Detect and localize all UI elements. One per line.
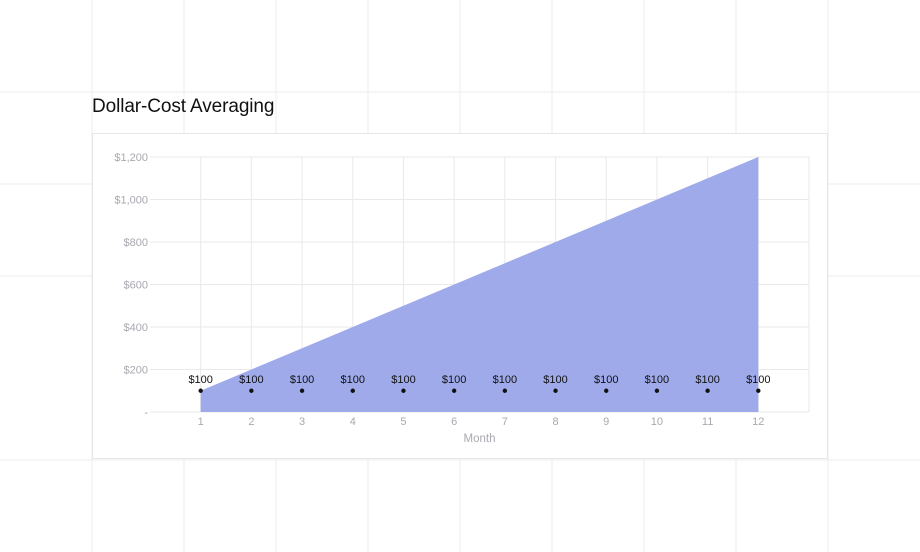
x-axis-label: Month — [464, 433, 496, 445]
x-tick-label: 2 — [248, 416, 254, 428]
x-tick-label: 5 — [400, 416, 406, 428]
y-tick-label: $400 — [124, 322, 148, 334]
data-label: $100 — [239, 374, 263, 386]
y-tick-label: $200 — [124, 365, 148, 377]
y-tick-label: $1,200 — [114, 152, 148, 164]
area-series — [200, 157, 759, 412]
data-point — [553, 388, 558, 393]
y-axis: - $200 $400 $600 $800 $1,000 $1,200 — [114, 152, 148, 419]
x-tick-label: 7 — [502, 416, 508, 428]
data-label: $100 — [188, 374, 212, 386]
x-tick-label: 11 — [702, 416, 713, 428]
data-point — [198, 388, 203, 393]
data-point — [249, 388, 254, 393]
y-tick-label: - — [144, 407, 148, 419]
x-tick-label: 1 — [198, 416, 204, 428]
x-tick-label: 8 — [552, 416, 558, 428]
data-label: $100 — [290, 374, 314, 386]
plot-area — [200, 157, 759, 412]
x-tick-label: 4 — [350, 416, 356, 428]
data-point — [350, 388, 355, 393]
data-point — [299, 388, 305, 393]
data-label: $100 — [391, 374, 415, 386]
data-label: $100 — [695, 374, 719, 386]
data-label: $100 — [341, 374, 365, 386]
data-point — [604, 388, 609, 393]
data-point — [756, 388, 761, 393]
data-label: $100 — [746, 374, 770, 386]
x-tick-label: 12 — [752, 416, 764, 428]
data-label: $100 — [594, 374, 618, 386]
data-label: $100 — [493, 374, 517, 386]
data-label: $100 — [442, 374, 466, 386]
chart-title: Dollar-Cost Averaging — [92, 96, 275, 117]
data-point — [705, 388, 710, 393]
data-point — [654, 388, 660, 393]
data-label: $100 — [645, 374, 669, 386]
x-tick-label: 6 — [451, 416, 457, 428]
data-label: $100 — [543, 374, 567, 386]
data-point — [451, 388, 457, 393]
x-tick-label: 9 — [603, 416, 609, 428]
data-point — [502, 388, 508, 393]
x-tick-label: 10 — [651, 416, 663, 428]
x-axis: 1 2 3 4 5 6 7 8 9 10 11 12 — [198, 416, 765, 428]
y-tick-label: $1,000 — [114, 195, 148, 207]
x-tick-label: 3 — [299, 416, 305, 428]
y-tick-label: $600 — [124, 280, 148, 292]
data-point — [401, 388, 406, 393]
contribution-points: $100 $100 $100 $100 $100 $100 $100 $100 $100 $100… — [188, 374, 771, 393]
y-tick-label: $800 — [124, 237, 148, 249]
